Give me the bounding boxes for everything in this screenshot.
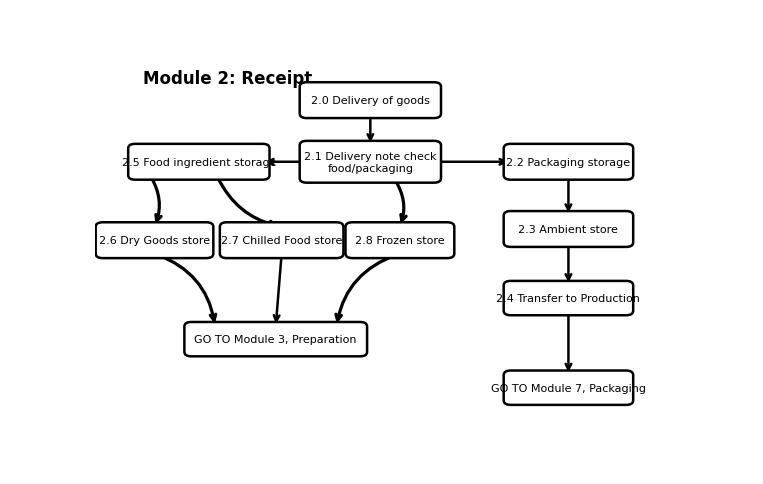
Text: 2.5 Food ingredient storage: 2.5 Food ingredient storage [121, 157, 276, 167]
FancyBboxPatch shape [504, 212, 633, 247]
Text: GO TO Module 7, Packaging: GO TO Module 7, Packaging [491, 383, 646, 393]
FancyBboxPatch shape [504, 145, 633, 181]
FancyBboxPatch shape [300, 83, 441, 119]
FancyBboxPatch shape [95, 223, 214, 258]
Text: Module 2: Receipt: Module 2: Receipt [143, 70, 312, 88]
Text: 2.7 Chilled Food store: 2.7 Chilled Food store [221, 236, 343, 246]
FancyBboxPatch shape [504, 281, 633, 316]
Text: GO TO Module 3, Preparation: GO TO Module 3, Preparation [195, 334, 357, 345]
FancyBboxPatch shape [220, 223, 343, 258]
FancyBboxPatch shape [504, 371, 633, 405]
Text: 2.0 Delivery of goods: 2.0 Delivery of goods [311, 96, 430, 106]
Text: 2.3 Ambient store: 2.3 Ambient store [519, 225, 618, 235]
Text: 2.6 Dry Goods store: 2.6 Dry Goods store [99, 236, 210, 246]
FancyBboxPatch shape [346, 223, 454, 258]
Text: 2.2 Packaging storage: 2.2 Packaging storage [507, 157, 630, 167]
Text: 2.8 Frozen store: 2.8 Frozen store [355, 236, 445, 246]
FancyBboxPatch shape [300, 141, 441, 183]
Text: 2.1 Delivery note check
food/packaging: 2.1 Delivery note check food/packaging [304, 151, 436, 173]
FancyBboxPatch shape [128, 145, 269, 181]
FancyBboxPatch shape [185, 322, 367, 357]
Text: 2.4 Transfer to Production: 2.4 Transfer to Production [497, 293, 640, 303]
